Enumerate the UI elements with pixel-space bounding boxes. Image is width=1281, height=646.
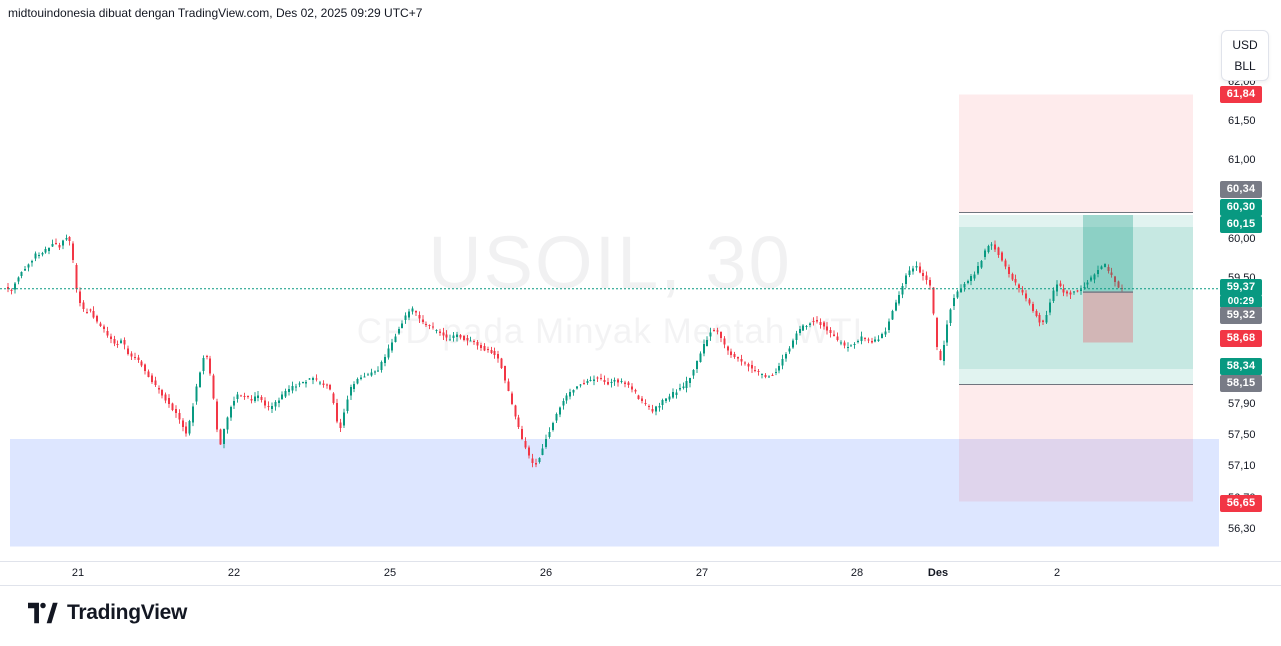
tradingview-wordmark: TradingView [67, 601, 188, 624]
time-label: 25 [383, 567, 397, 579]
price-badge: 58,15 [1220, 374, 1262, 392]
zones-layer[interactable] [959, 94, 1193, 502]
price-badge: 60,15 [1220, 215, 1262, 233]
price-tick: 57,50 [1228, 429, 1256, 441]
price-tick: 57,10 [1228, 460, 1256, 473]
position-tool[interactable] [1083, 215, 1133, 343]
price-badge: 59,37 [1220, 278, 1262, 296]
tradingview-icon [28, 602, 58, 624]
price-badge: 58,34 [1220, 357, 1262, 375]
supply-zone-upper[interactable] [959, 94, 1193, 213]
time-axis[interactable]: 21 22 25 26 27 28 Des 2 [0, 561, 1281, 586]
axis-unit-panel: USD BLL [1221, 30, 1269, 81]
time-label: 22 [227, 567, 241, 579]
unit-toggle[interactable]: BLL [1234, 59, 1256, 73]
teal-zone-inner[interactable] [959, 226, 1193, 384]
time-label: 28 [850, 567, 864, 579]
price-tick: 56,30 [1228, 523, 1256, 536]
position-loss-box[interactable] [1083, 292, 1133, 343]
price-badge: 56,65 [1220, 494, 1262, 512]
demand-zone-lower[interactable] [959, 383, 1193, 502]
session-highlight-band[interactable] [10, 438, 1219, 547]
chart-canvas[interactable] [0, 28, 1220, 561]
price-axis[interactable]: 62,0061,5061,0060,0059,5057,9057,5057,10… [1220, 28, 1281, 561]
price-tick: 61,50 [1228, 115, 1256, 127]
time-label: 2 [1053, 567, 1061, 579]
time-label: 21 [71, 567, 85, 579]
price-badge: 58,68 [1220, 329, 1262, 347]
teal-zone-outer[interactable] [959, 215, 1193, 370]
countdown-badge: 00:29 [1220, 294, 1262, 308]
currency-toggle[interactable]: USD [1232, 38, 1258, 52]
attribution-text: midtouindonesia dibuat dengan TradingVie… [8, 6, 423, 20]
price-tick: 61,00 [1228, 154, 1256, 167]
price-tick: 57,90 [1228, 397, 1256, 410]
time-label: 26 [539, 567, 553, 579]
position-profit-box[interactable] [1083, 215, 1133, 293]
price-badge: 60,30 [1220, 198, 1262, 216]
price-badge: 61,84 [1220, 85, 1262, 103]
tradingview-logo[interactable]: TradingView [28, 601, 187, 625]
price-badge: 59,32 [1220, 306, 1262, 324]
price-badge: 60,34 [1220, 180, 1262, 198]
price-tick: 60,00 [1228, 232, 1256, 245]
time-label: Des [927, 567, 949, 579]
time-label: 27 [695, 567, 709, 579]
candles-layer[interactable] [6, 234, 1124, 468]
